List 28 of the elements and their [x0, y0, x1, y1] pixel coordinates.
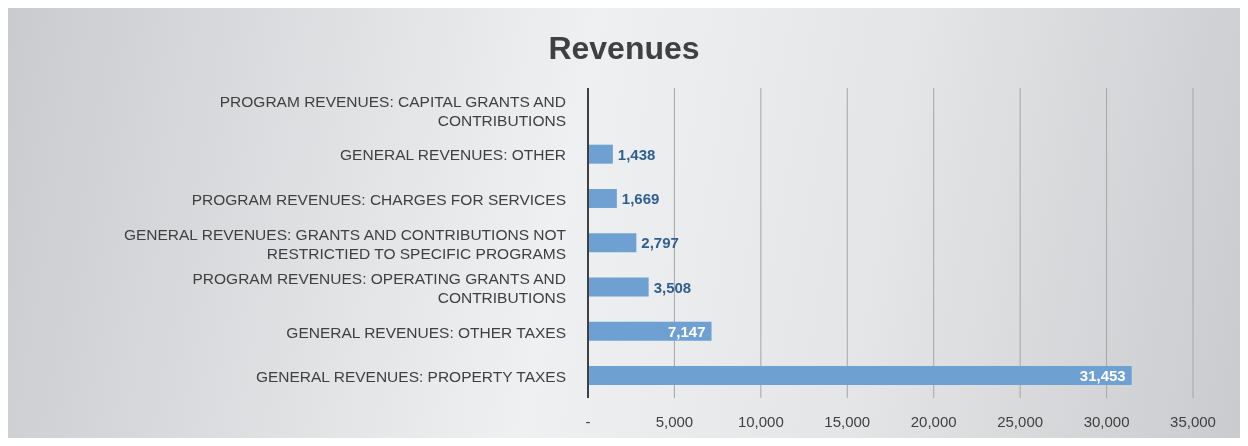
- data-label: 7,147: [667, 322, 706, 340]
- chart-title: Revenues: [547, 30, 701, 67]
- bar: [588, 321, 712, 341]
- data-label: 1,438: [617, 145, 656, 163]
- data-label: 1,669: [621, 189, 660, 207]
- x-tick-label: 20,000: [910, 412, 957, 430]
- y-tick-label: GENERAL REVENUES: OTHER TAXES: [286, 323, 566, 341]
- bar: [588, 277, 649, 297]
- data-label: 3,508: [653, 278, 692, 296]
- bar: [588, 233, 637, 253]
- x-tick-label: 15,000: [824, 412, 871, 430]
- bar: [588, 188, 617, 208]
- y-tick-label: PROGRAM REVENUES: CHARGES FOR SERVICES: [191, 190, 566, 208]
- x-tick-label: 35,000: [1170, 412, 1216, 430]
- y-tick-label: GENERAL REVENUES: PROPERTY TAXES: [255, 367, 566, 385]
- y-tick-label: PROGRAM REVENUES: OPERATING GRANTS AND CONTRIBUTIONS: [192, 269, 566, 306]
- y-tick-label: PROGRAM REVENUES: CAPITAL GRANTS AND CONTRIBUTIONS: [219, 92, 566, 129]
- x-tick-label: 30,000: [1083, 412, 1130, 430]
- bar: [588, 144, 613, 164]
- x-tick-label: -: [585, 412, 591, 430]
- x-tick-label: 5,000: [655, 412, 694, 430]
- x-tick-label: 10,000: [737, 412, 784, 430]
- y-tick-label: GENERAL REVENUES: OTHER: [340, 145, 566, 163]
- x-tick-label: 25,000: [997, 412, 1044, 430]
- data-label: 31,453: [1079, 367, 1126, 385]
- bar: [588, 366, 1132, 386]
- y-tick-label: GENERAL REVENUES: GRANTS AND CONTRIBUTIONS NOT RESTRICTIED TO SPECIFIC PROGRAMS: [123, 225, 567, 261]
- data-label: 2,797: [641, 234, 679, 252]
